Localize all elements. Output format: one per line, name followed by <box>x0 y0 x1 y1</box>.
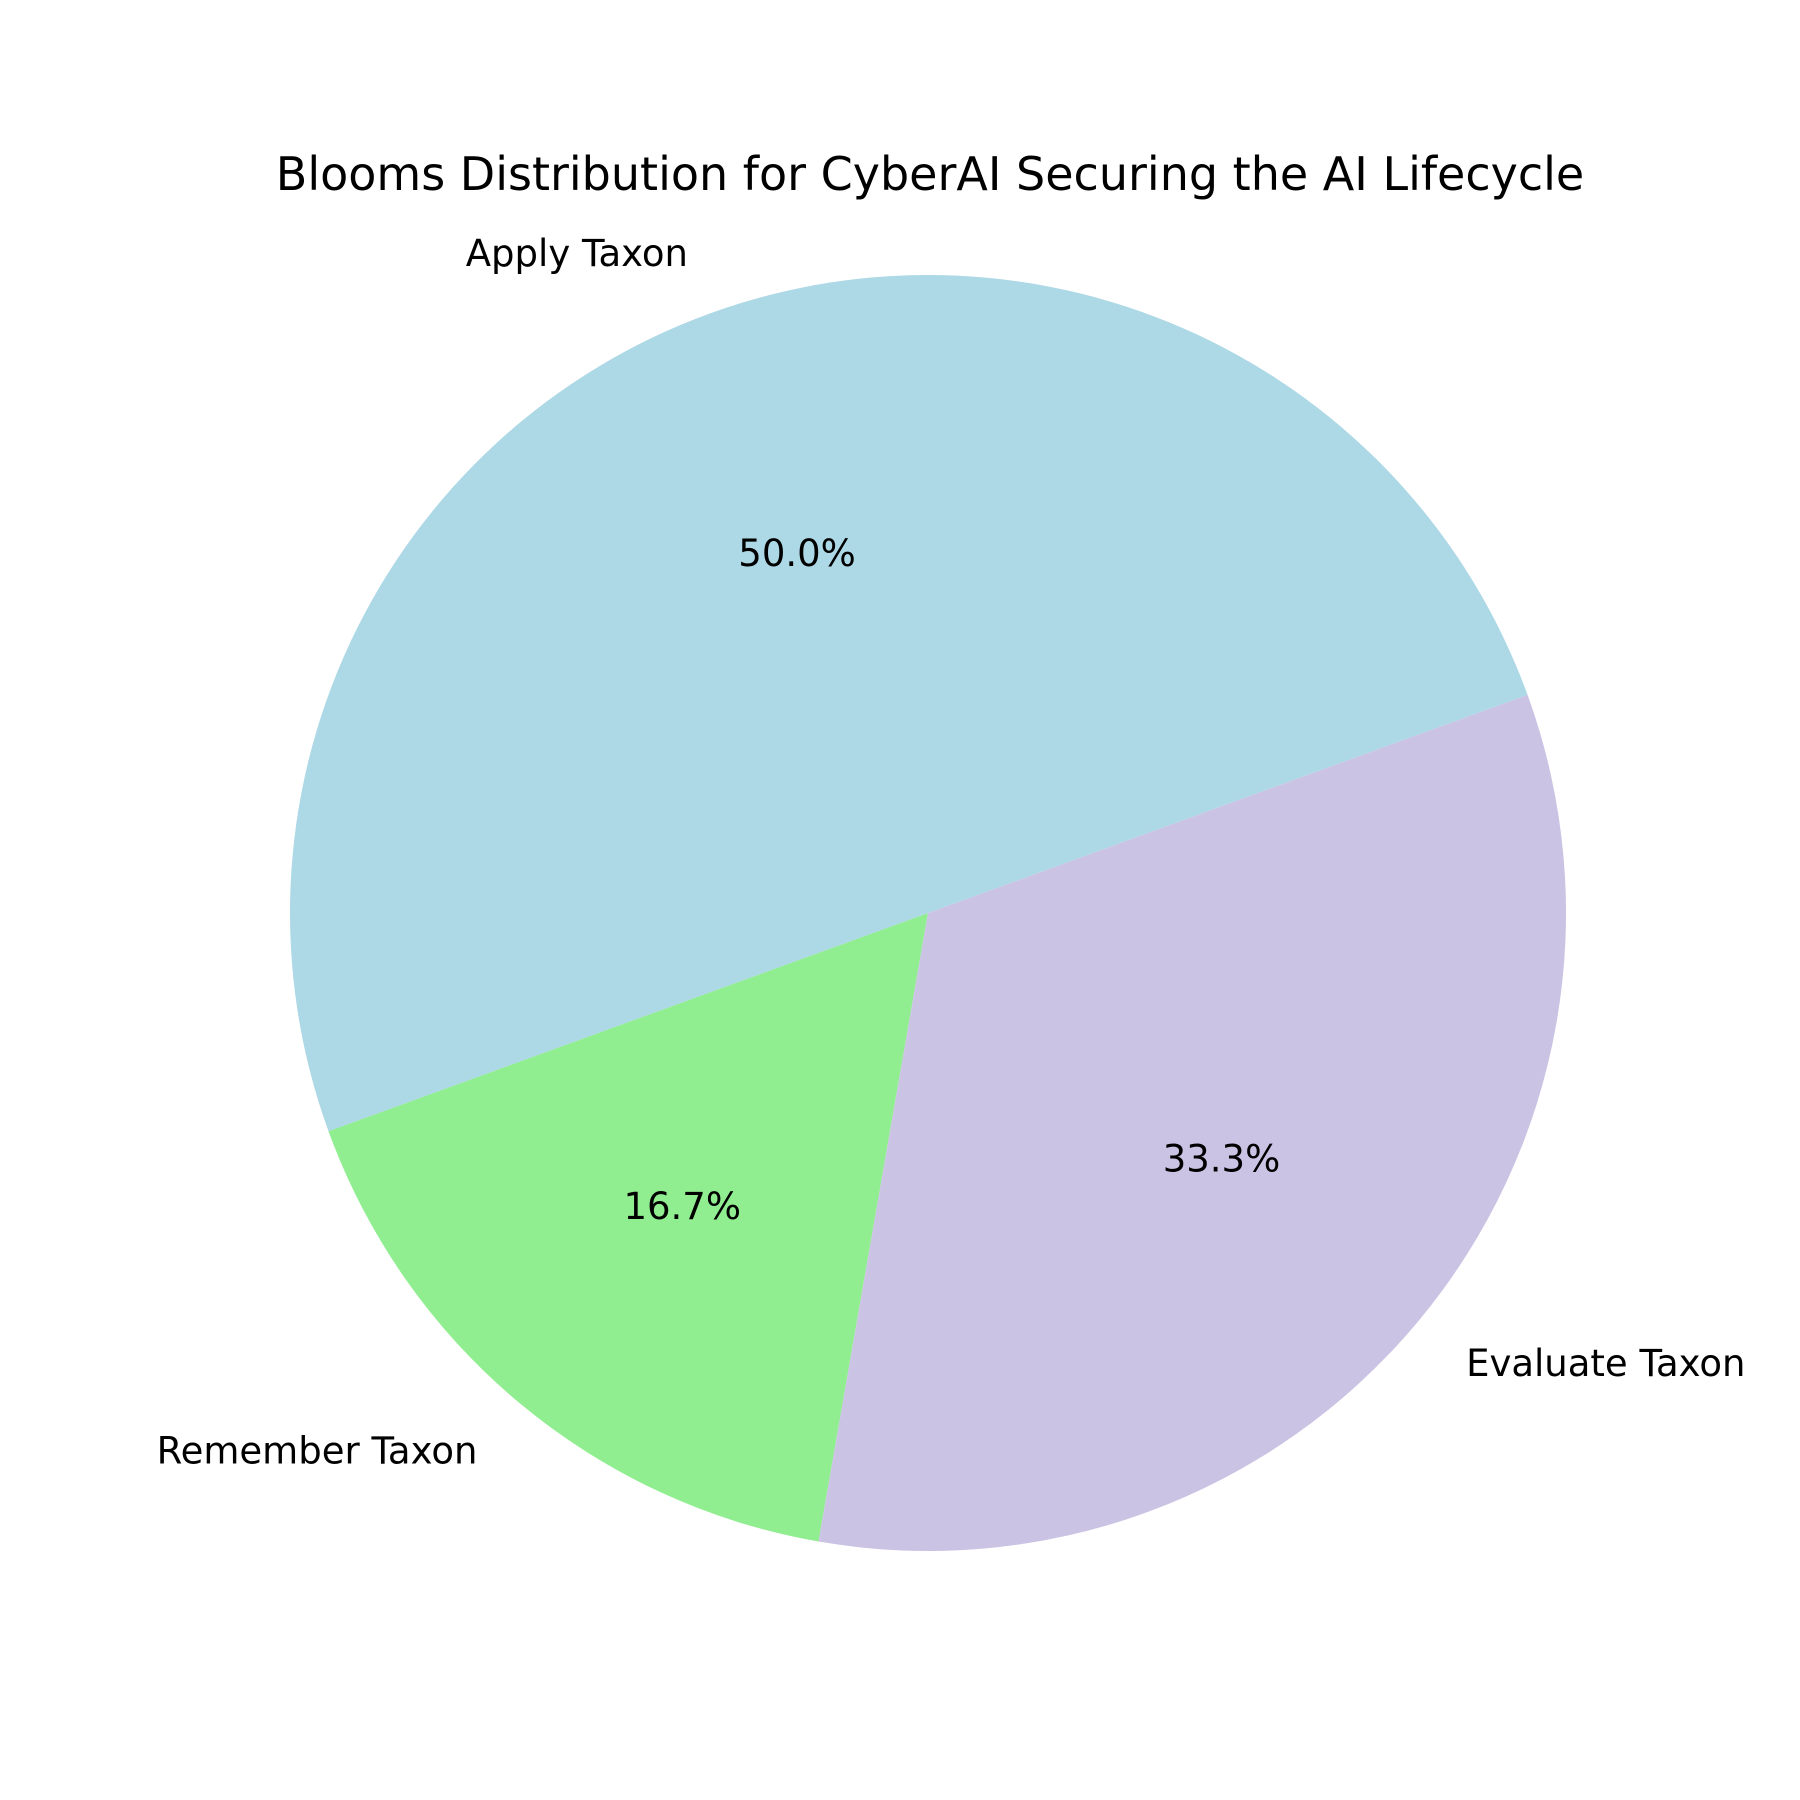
slice-label-remember-taxon: Remember Taxon <box>157 1430 478 1473</box>
pie-slice-apply-taxon <box>289 274 1528 1132</box>
pie-slices <box>289 274 1566 1551</box>
slice-label-apply-taxon: Apply Taxon <box>466 232 688 275</box>
pct-label-remember-taxon: 16.7% <box>623 1185 741 1228</box>
pct-label-apply-taxon: 50.0% <box>738 532 856 575</box>
pie-slice-remember-taxon <box>328 913 929 1542</box>
slice-label-evaluate-taxon: Evaluate Taxon <box>1466 1342 1745 1385</box>
pct-label-evaluate-taxon: 33.3% <box>1163 1137 1281 1180</box>
chart-title: Blooms Distribution for CyberAI Securing… <box>276 147 1584 201</box>
pie-labels: Remember Taxon 16.7% Evaluate Taxon 33.3% Ap… <box>157 232 1746 1473</box>
pie-slice-evaluate-taxon <box>818 694 1566 1551</box>
